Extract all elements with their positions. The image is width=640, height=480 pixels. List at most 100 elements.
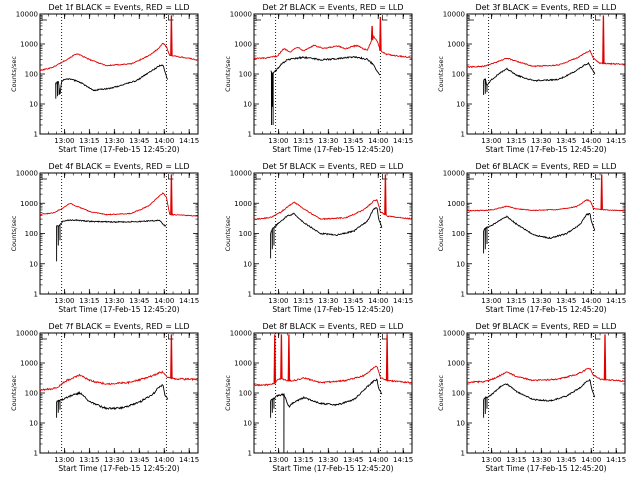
lld-spike <box>602 15 605 64</box>
y-tick-label: 1 <box>34 131 38 139</box>
y-tick-label: 100 <box>452 390 465 398</box>
x-tick-label: 13:15 <box>79 137 99 145</box>
y-tick-label: 10 <box>243 420 252 428</box>
chart-panel-4: Det 4f BLACK = Events, RED = LLD 1 10 100 10… <box>10 162 199 314</box>
corner-mark <box>595 174 601 180</box>
y-tick-label: 10000 <box>16 330 38 338</box>
lld-spike <box>170 174 173 215</box>
y-tick-label: 10 <box>29 260 38 268</box>
corner-mark <box>468 174 474 180</box>
y-tick-label: 10000 <box>443 170 465 178</box>
y-axis-label: Counts/sec <box>10 215 18 251</box>
x-tick-label: 13:00 <box>268 297 288 305</box>
x-tick-label: 13:30 <box>318 297 338 305</box>
y-tick-label: 100 <box>25 230 38 238</box>
events-series-line <box>55 64 169 99</box>
x-tick-label: 13:30 <box>318 456 338 464</box>
chart-panel-8: Det 8f BLACK = Events, RED = LLD 1 10 100 10… <box>224 322 413 473</box>
x-axis-label: Start Time (17-Feb-15 12:45:20) <box>485 305 606 314</box>
y-tick-label: 10 <box>243 101 252 109</box>
lld-series-line <box>253 365 413 387</box>
lld-spike <box>370 25 374 40</box>
y-tick-label: 10 <box>29 101 38 109</box>
panel-title: Det 3f BLACK = Events, RED = LLD <box>475 3 616 12</box>
events-series-line <box>270 207 383 259</box>
x-tick-label: 14:15 <box>179 137 199 145</box>
x-tick-label: 13:45 <box>129 297 149 305</box>
y-tick-label: 10000 <box>230 330 252 338</box>
corner-mark <box>382 334 388 340</box>
lld-spike <box>287 334 291 381</box>
x-tick-label: 13:30 <box>104 456 124 464</box>
panel-title: Det 6f BLACK = Events, RED = LLD <box>475 162 616 171</box>
x-axis-label: Start Time (17-Feb-15 12:45:20) <box>58 145 179 154</box>
x-tick-label: 13:00 <box>481 297 501 305</box>
x-tick-label: 13:00 <box>54 137 74 145</box>
events-series-line <box>270 55 381 126</box>
lld-spike <box>385 334 389 381</box>
plot-frame <box>39 172 199 295</box>
y-axis-label: Counts/sec <box>437 215 445 251</box>
corner-mark <box>255 15 261 21</box>
y-tick-label: 10000 <box>443 330 465 338</box>
y-tick-label: 1000 <box>234 41 252 49</box>
x-axis-label: Start Time (17-Feb-15 12:45:20) <box>485 464 606 473</box>
x-tick-label: 14:15 <box>606 456 626 464</box>
x-axis-label: Start Time (17-Feb-15 12:45:20) <box>272 305 393 314</box>
y-tick-label: 100 <box>239 390 252 398</box>
y-tick-label: 100 <box>452 71 465 79</box>
x-tick-label: 14:15 <box>179 297 199 305</box>
events-series-line <box>483 61 596 96</box>
x-tick-label: 13:15 <box>506 297 526 305</box>
chart-panel-1: Det 1f BLACK = Events, RED = LLD 1 10 100 10… <box>10 3 199 154</box>
x-axis-label: Start Time (17-Feb-15 12:45:20) <box>272 145 393 154</box>
y-tick-label: 1000 <box>447 360 465 368</box>
y-tick-label: 1 <box>248 131 252 139</box>
lld-series-line <box>253 34 413 60</box>
events-series-line <box>56 218 167 262</box>
x-tick-label: 14:15 <box>606 137 626 145</box>
x-tick-label: 14:15 <box>393 297 413 305</box>
lld-spike <box>379 16 382 51</box>
events-series-line <box>483 378 596 418</box>
lld-spike <box>170 334 173 379</box>
chart-panel-5: Det 5f BLACK = Events, RED = LLD 1 10 100 10… <box>224 162 413 314</box>
corner-mark <box>595 15 601 21</box>
y-tick-label: 1 <box>34 291 38 299</box>
corner-mark <box>41 15 47 21</box>
lld-series-line <box>40 370 199 392</box>
events-series-line <box>270 378 383 454</box>
chart-panel-3: Det 3f BLACK = Events, RED = LLD 1 10 100 10… <box>437 3 626 154</box>
lld-series-line <box>466 198 626 212</box>
lld-series-line <box>39 42 198 72</box>
panel-title: Det 1f BLACK = Events, RED = LLD <box>48 3 189 12</box>
x-tick-label: 13:45 <box>343 297 363 305</box>
lld-series-line <box>253 198 413 221</box>
x-axis-label: Start Time (17-Feb-15 12:45:20) <box>272 464 393 473</box>
x-tick-label: 13:15 <box>79 297 99 305</box>
y-tick-label: 10000 <box>443 11 465 19</box>
plot-frame <box>253 13 413 135</box>
x-axis-label: Start Time (17-Feb-15 12:45:20) <box>58 464 179 473</box>
lld-series-line <box>466 367 625 384</box>
x-tick-label: 13:15 <box>79 456 99 464</box>
y-tick-label: 10 <box>456 260 465 268</box>
y-axis-label: Counts/sec <box>437 56 445 92</box>
x-tick-label: 13:00 <box>481 456 501 464</box>
x-tick-label: 14:15 <box>393 137 413 145</box>
x-tick-label: 13:00 <box>481 137 501 145</box>
panel-title: Det 9f BLACK = Events, RED = LLD <box>475 322 616 331</box>
y-tick-label: 1 <box>34 450 38 458</box>
x-tick-label: 14:00 <box>368 297 388 305</box>
x-tick-label: 14:00 <box>581 297 601 305</box>
x-tick-label: 14:15 <box>179 456 199 464</box>
corner-mark <box>41 334 47 340</box>
y-tick-label: 1000 <box>20 41 38 49</box>
y-tick-label: 1 <box>461 131 465 139</box>
y-tick-label: 10 <box>456 101 465 109</box>
panel-title: Det 7f BLACK = Events, RED = LLD <box>48 322 189 331</box>
x-tick-label: 13:45 <box>129 456 149 464</box>
lld-spike <box>280 334 283 379</box>
y-tick-label: 1000 <box>20 200 38 208</box>
